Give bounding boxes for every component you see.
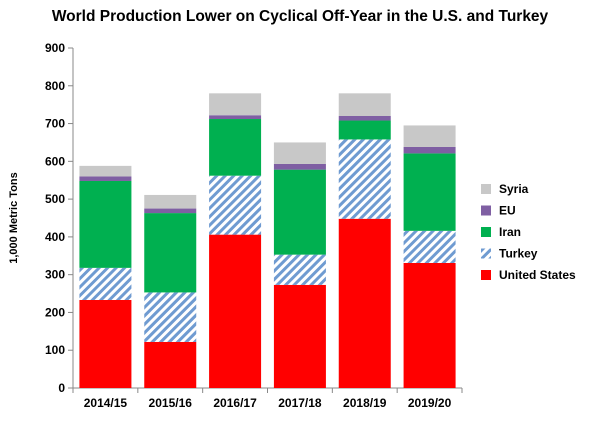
bar-syria <box>209 93 262 116</box>
legend-swatch-united-states <box>481 270 491 280</box>
bar-united-states <box>209 234 262 388</box>
y-axis-title: 1,000 Metric Tons <box>8 172 20 264</box>
legend-swatch-syria <box>481 184 491 194</box>
legend-label: Syria <box>499 182 529 196</box>
x-tick-label: 2018/19 <box>343 396 387 410</box>
x-tick-label: 2019/20 <box>408 396 452 410</box>
bar-united-states <box>273 284 326 388</box>
legend-swatch-eu <box>481 205 491 216</box>
y-tick-label: 100 <box>45 343 65 357</box>
legend-swatch-iran <box>481 227 491 237</box>
x-tick-label: 2015/16 <box>149 396 193 410</box>
bar-iran <box>79 180 132 268</box>
bar-eu <box>144 208 197 214</box>
bar-eu <box>403 146 456 154</box>
y-tick-label: 0 <box>58 381 65 395</box>
bar-turkey <box>403 230 456 263</box>
bar-syria <box>338 93 391 116</box>
bar-iran <box>403 153 456 231</box>
y-tick-label: 500 <box>45 192 65 206</box>
bar-united-states <box>79 299 132 388</box>
y-tick-label: 400 <box>45 230 65 244</box>
bar-eu <box>273 163 326 170</box>
y-tick-label: 800 <box>45 79 65 93</box>
bar-eu <box>209 115 262 120</box>
bar-iran <box>273 169 326 255</box>
bar-iran <box>144 213 197 293</box>
chart-title: World Production Lower on Cyclical Off-Y… <box>51 8 549 25</box>
bar-syria <box>144 194 197 209</box>
bar-syria <box>403 125 456 147</box>
bar-syria <box>79 165 132 177</box>
bar-syria <box>273 142 326 164</box>
bar-eu <box>79 176 132 181</box>
x-tick-label: 2014/15 <box>84 396 128 410</box>
legend-label: United States <box>499 268 576 282</box>
bar-iran <box>338 120 391 140</box>
y-tick-label: 600 <box>45 154 65 168</box>
y-tick-label: 900 <box>45 41 65 55</box>
legend-label: Turkey <box>499 247 538 261</box>
y-tick-label: 200 <box>45 305 65 319</box>
y-tick-label: 300 <box>45 268 65 282</box>
bar-turkey <box>79 267 132 300</box>
bar-united-states <box>144 341 197 388</box>
legend-swatch-turkey <box>481 248 491 259</box>
bar-turkey <box>338 139 391 219</box>
legend-label: Iran <box>499 225 521 239</box>
bar-turkey <box>273 254 326 285</box>
bar-eu <box>338 116 391 121</box>
x-tick-label: 2017/18 <box>278 396 322 410</box>
bar-united-states <box>338 218 391 388</box>
bar-turkey <box>144 292 197 342</box>
bar-iran <box>209 119 262 176</box>
bar-united-states <box>403 262 456 388</box>
y-tick-label: 700 <box>45 117 65 131</box>
legend-label: EU <box>499 204 516 218</box>
x-tick-label: 2016/17 <box>213 396 257 410</box>
bar-turkey <box>209 175 262 235</box>
